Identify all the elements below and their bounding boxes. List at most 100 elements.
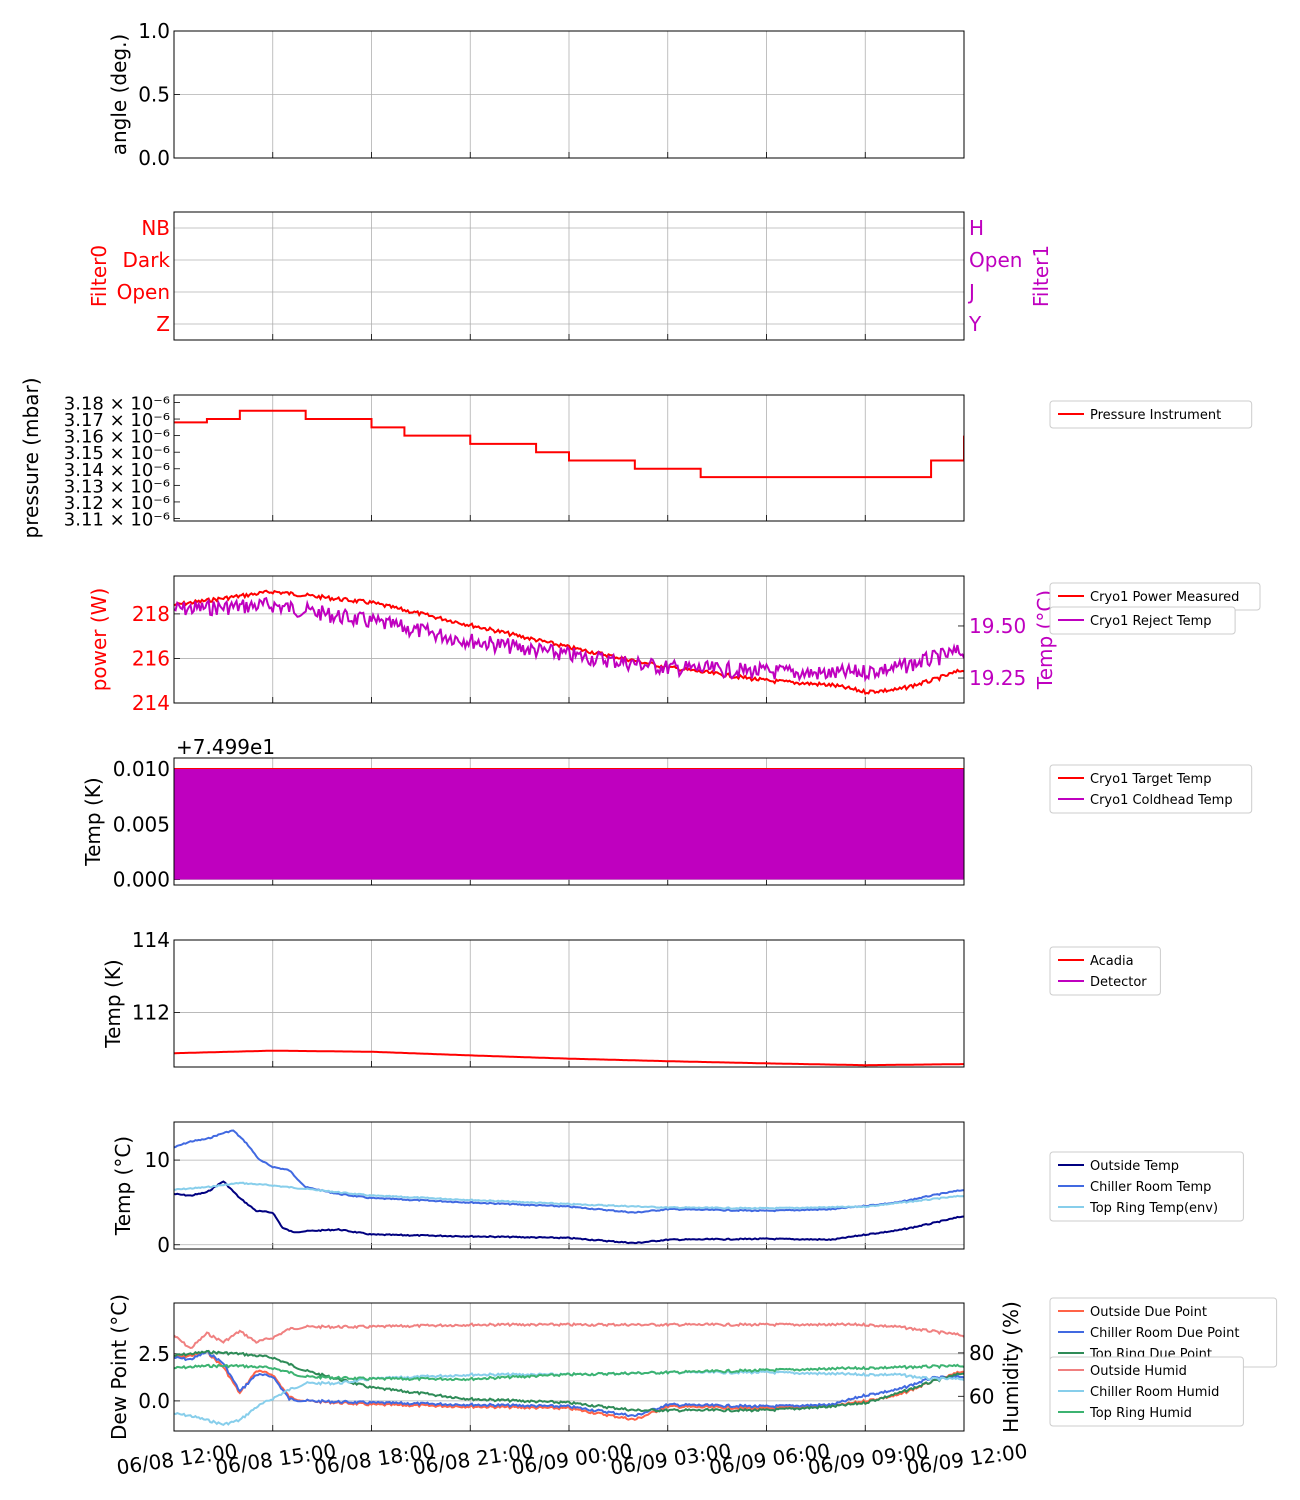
legend-label: Acadia: [1090, 954, 1134, 969]
y-tick-label: 3.17 × 10⁻⁶: [64, 410, 170, 431]
y-tick-label: 214: [132, 691, 170, 715]
y2-tick-label: 19.25: [969, 666, 1026, 690]
axis-offset-label: +7.499e1: [176, 735, 275, 759]
y-axis-label: Dew Point (°C): [107, 1294, 131, 1440]
y-tick-label: NB: [141, 216, 170, 240]
legend-label: Detector: [1090, 975, 1147, 990]
y-tick-label: 114: [132, 928, 170, 952]
y-tick-label: 1.0: [138, 19, 170, 43]
legend-label: Pressure Instrument: [1090, 408, 1221, 423]
axes-frame: [173, 1302, 965, 1432]
axes-frame: [173, 757, 965, 886]
y-tick-label: Dark: [123, 248, 171, 272]
series-line: [174, 1349, 964, 1418]
legend-cryo-power: Cryo1 Power Measured: [1049, 582, 1261, 611]
legend-cryo-temp-box: [1049, 764, 1253, 814]
y-tick-label: 218: [132, 602, 170, 626]
y-tick-label: 3.13 × 10⁻⁶: [64, 476, 170, 497]
axes-frame: [173, 30, 965, 159]
y2-tick-label: H: [969, 216, 984, 240]
y2-tick-label: 80: [969, 1341, 994, 1365]
legend-pressure: Pressure Instrument: [1049, 400, 1253, 429]
y-tick-label: 3.15 × 10⁻⁶: [64, 443, 170, 464]
legend-label: Outside Temp: [1090, 1159, 1179, 1174]
panel-environment: 0 10 Temp (°C): [111, 1121, 965, 1257]
legend-label: Cryo1 Target Temp: [1090, 772, 1211, 787]
legend-pressure-box: [1049, 400, 1253, 429]
axes-frame: [173, 939, 965, 1068]
series-line: [174, 589, 964, 696]
series-line: [174, 596, 964, 683]
y-tick-label: 3.12 × 10⁻⁶: [64, 493, 170, 514]
panel-pressure: 3.11 × 10⁻⁶3.12 × 10⁻⁶3.13 × 10⁻⁶3.14 × …: [19, 377, 965, 539]
series-band: [174, 769, 964, 880]
y-tick-label: 0.005: [113, 812, 170, 836]
y-tick-label: 112: [132, 1001, 170, 1025]
y-tick-label: 3.11 × 10⁻⁶: [64, 510, 170, 531]
y-tick-label: Open: [117, 280, 170, 304]
y2-tick-label: 60: [969, 1384, 994, 1408]
y-axis-label: Temp (K): [101, 959, 125, 1048]
plot-area: [174, 589, 964, 696]
legend-environment: Outside Temp Chiller Room Temp Top Ring Te…: [1049, 1151, 1244, 1222]
legend-humidity: Outside Humid Chiller Room Humid Top Ring …: [1049, 1356, 1244, 1427]
axes-frame: [173, 211, 965, 341]
y2-tick-label: Y: [968, 312, 982, 336]
panel-dew-point: 0.0 2.5 60 80 Dew Point (°C) Humidity (%): [107, 1294, 1023, 1440]
y2-tick-label: 19.50: [969, 614, 1026, 638]
y-axis-label: Temp (K): [81, 777, 105, 866]
y-tick-label: 0.010: [113, 757, 170, 781]
legend-cryo-temp: Cryo1 Target Temp Cryo1 Coldhead Temp: [1049, 764, 1253, 814]
y2-tick-label: J: [967, 280, 975, 304]
y-tick-label: 216: [132, 646, 170, 670]
series-line: [174, 1049, 964, 1067]
axes-frame: [173, 394, 965, 522]
legend-label: Cryo1 Reject Temp: [1090, 614, 1212, 629]
y-tick-label: 10: [145, 1148, 170, 1172]
series-line: [174, 1363, 964, 1382]
y-axis-label: Temp (°C): [111, 1136, 135, 1236]
legend-cryo-reject-box: [1049, 606, 1236, 635]
legend-label: Chiller Room Due Point: [1090, 1326, 1239, 1341]
plot-area: [174, 409, 964, 479]
plot-area: [174, 1049, 964, 1067]
y-tick-label: 3.18 × 10⁻⁶: [64, 393, 170, 414]
axes-frame: [173, 575, 965, 704]
y-axis-label: pressure (mbar): [19, 377, 43, 538]
y-tick-label: 0: [157, 1233, 170, 1257]
y2-axis-label: Filter1: [1029, 245, 1053, 307]
series-line: [174, 1349, 964, 1413]
panel-detector: 112 114 Temp (K): [101, 928, 965, 1068]
y-axis-label: power (W): [87, 588, 111, 692]
series-line: [174, 1322, 964, 1350]
legend-environment-box: [1049, 1151, 1244, 1222]
y-tick-label: 0.0: [138, 146, 170, 170]
legend-label: Top Ring Temp(env): [1089, 1201, 1218, 1216]
legend-label: Cryo1 Power Measured: [1090, 590, 1239, 605]
y-tick-label: 0.000: [113, 867, 170, 891]
legend-humidity-box: [1049, 1356, 1244, 1427]
legend-cryo-reject: Cryo1 Reject Temp: [1049, 606, 1236, 635]
y2-tick-label: Open: [969, 248, 1022, 272]
y-axis-label: angle (deg.): [107, 34, 131, 156]
legend-label: Chiller Room Humid: [1090, 1385, 1219, 1400]
y-tick-label: 3.14 × 10⁻⁶: [64, 460, 170, 481]
y-tick-label: Z: [156, 312, 170, 336]
series-line: [174, 409, 964, 479]
plot-area: [174, 768, 964, 880]
panel-filters: Z Open Dark NB YJ Open H Filter0 Filter1: [87, 211, 1053, 341]
legend-label: Outside Due Point: [1090, 1305, 1207, 1320]
y-axis-label: Filter0: [87, 245, 111, 307]
legend-label: Cryo1 Coldhead Temp: [1090, 793, 1233, 808]
plot-area: [174, 1129, 964, 1245]
legend-label: Chiller Room Temp: [1090, 1180, 1211, 1195]
legend-label: Outside Humid: [1090, 1364, 1187, 1379]
series-line: [174, 1129, 964, 1214]
plot-area: [174, 1322, 964, 1427]
legend-label: Top Ring Humid: [1089, 1406, 1192, 1421]
series-line: [174, 1180, 964, 1245]
y-tick-label: 0.5: [138, 83, 170, 107]
y-tick-label: 2.5: [138, 1342, 170, 1366]
